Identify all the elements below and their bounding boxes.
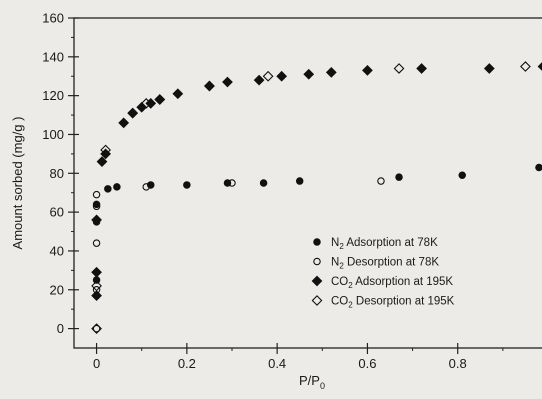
data-point xyxy=(154,94,166,105)
legend-item: N2 Desorption at 78K xyxy=(313,257,439,271)
data-point xyxy=(91,280,102,292)
data-point xyxy=(416,63,427,74)
data-point xyxy=(259,179,268,187)
legend-item: CO2 Adsorption at 195K xyxy=(311,275,453,290)
x-axis-title-main: P/P xyxy=(299,373,320,388)
data-point xyxy=(92,276,101,284)
x-tick-label: 0.6 xyxy=(358,356,376,371)
y-tick-label: 20 xyxy=(50,282,64,297)
legend-marker xyxy=(313,257,321,266)
data-point xyxy=(253,74,265,86)
data-point xyxy=(113,183,121,191)
legend-marker xyxy=(311,295,323,306)
axis-ticks: 0 20 40 60 80 100 120 140 160 0 0.2 0.4 0.6 0.8 xyxy=(42,11,504,371)
data-point xyxy=(458,171,466,179)
legend-item: N2 Adsorption at 78K xyxy=(313,237,438,251)
data-point xyxy=(91,323,102,334)
x-axis-title-sub: 0 xyxy=(320,381,325,391)
series-2 xyxy=(92,177,385,333)
data-point xyxy=(393,63,405,74)
y-axis-title: Amount sorbed (mg/g ) xyxy=(10,117,25,250)
data-point xyxy=(91,290,102,301)
data-point xyxy=(362,65,373,76)
data-point xyxy=(325,66,337,78)
data-point xyxy=(127,107,139,119)
legend-label: N2 Desorption at 78K xyxy=(331,257,439,271)
data-point xyxy=(172,88,184,100)
data-point xyxy=(537,62,542,71)
x-tick-label: 0.8 xyxy=(449,356,467,371)
data-point xyxy=(295,177,304,185)
data-point xyxy=(395,173,403,181)
y-tick-label: 140 xyxy=(42,49,64,64)
y-tick-label: 100 xyxy=(42,127,64,142)
data-point xyxy=(92,324,101,333)
legend: N2 Adsorption at 78K N2 Desorption at 78K… xyxy=(311,237,455,310)
data-point xyxy=(204,80,215,92)
y-tick-label: 160 xyxy=(42,11,64,26)
x-tick-label: 0 xyxy=(93,356,100,371)
data-point xyxy=(142,183,150,191)
data-point xyxy=(127,107,139,119)
data-point xyxy=(91,214,102,226)
x-axis-title: P/P0 xyxy=(299,373,325,391)
data-point xyxy=(92,202,101,211)
data-point xyxy=(118,117,130,129)
legend-label: N2 Adsorption at 78K xyxy=(331,237,438,251)
y-tick-label: 120 xyxy=(42,88,64,103)
data-point xyxy=(140,98,152,109)
data-point xyxy=(222,76,233,88)
data-point xyxy=(520,61,531,72)
y-tick-label: 60 xyxy=(50,205,64,220)
legend-marker xyxy=(313,238,321,246)
data-point xyxy=(91,266,102,278)
legend-item: CO2 Desorption at 195K xyxy=(311,295,455,310)
data-point xyxy=(204,80,215,92)
data-point xyxy=(92,239,101,247)
data-point xyxy=(535,163,542,172)
data-point xyxy=(154,94,166,105)
data-point xyxy=(183,181,191,189)
data-point xyxy=(96,156,108,168)
data-point xyxy=(303,68,315,80)
data-point xyxy=(377,177,385,185)
x-tick-label: 0.2 xyxy=(178,356,196,371)
y-tick-label: 80 xyxy=(50,166,64,181)
data-point xyxy=(100,144,111,156)
data-point xyxy=(276,70,288,82)
data-point xyxy=(228,179,236,187)
y-tick-label: 0 xyxy=(57,321,64,336)
data-point xyxy=(136,101,148,113)
data-point xyxy=(483,63,495,74)
data-marks xyxy=(91,61,542,334)
y-tick-label: 40 xyxy=(50,243,64,258)
data-point xyxy=(104,185,112,193)
series-4 xyxy=(91,61,531,334)
legend-label: CO2 Desorption at 195K xyxy=(331,296,455,310)
plot-frame xyxy=(73,17,542,349)
x-tick-label: 0.4 xyxy=(268,356,286,371)
data-point xyxy=(92,190,101,199)
data-point xyxy=(262,70,274,82)
legend-marker xyxy=(311,275,323,287)
legend-label: CO2 Adsorption at 195K xyxy=(331,276,453,290)
